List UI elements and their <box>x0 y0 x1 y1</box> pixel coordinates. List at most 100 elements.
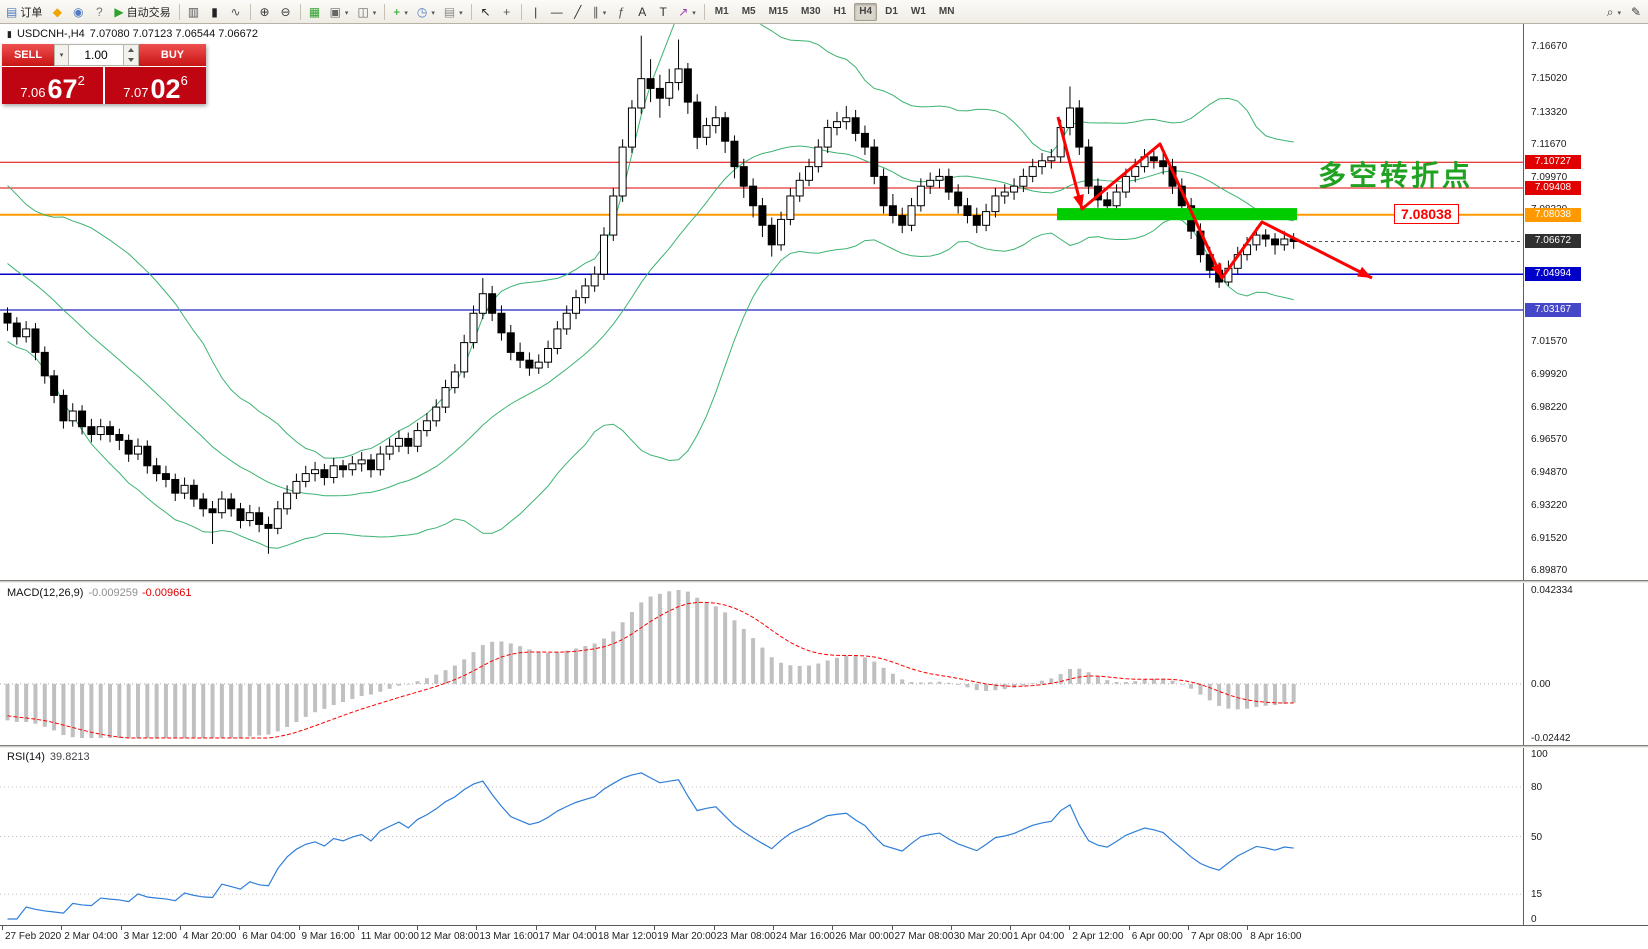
zoom-out-button[interactable]: ⊖ <box>276 2 296 22</box>
candle <box>348 463 357 471</box>
search-button[interactable]: ⌕ <box>1603 2 1625 22</box>
time-axis[interactable]: 27 Feb 2020 2 Mar 04:00 3 Mar 12:00 4 Mar 2… <box>0 925 1648 949</box>
arrange-windows-button[interactable]: ◫ <box>353 2 380 22</box>
buy-button[interactable]: BUY <box>139 44 206 66</box>
rsi-chart[interactable] <box>0 748 1523 925</box>
price-axis-label: 7.13320 <box>1531 106 1568 118</box>
candle <box>12 322 21 338</box>
time-axis-tick <box>1069 926 1071 930</box>
crosshair-button[interactable]: + <box>497 2 517 22</box>
timeframe-h1-button[interactable]: H1 <box>833 6 847 17</box>
price-axis-label: 7.16670 <box>1531 41 1568 52</box>
candle <box>618 146 627 197</box>
rsi-axis-label: 80 <box>1531 782 1543 793</box>
candle <box>227 498 236 510</box>
line-chart-button[interactable]: ∿ <box>226 2 246 22</box>
chart-title: ▮ USDCNH-,H4 7.07080 7.07123 7.06544 7.0… <box>7 28 258 40</box>
trend-arrow-path[interactable] <box>1056 116 1373 280</box>
time-axis-label: 6 Mar 04:00 <box>242 931 296 942</box>
macd-name: MACD(12,26,9) <box>7 587 84 599</box>
tile-windows-button[interactable]: ▦ <box>305 2 325 22</box>
bollinger-middle-band[interactable] <box>7 145 1294 497</box>
candle <box>264 523 273 529</box>
timeframe-w1-button[interactable]: W1 <box>910 6 926 17</box>
candle <box>301 473 310 482</box>
indicators-button[interactable]: + <box>389 2 412 22</box>
help-button[interactable]: ? <box>89 2 109 22</box>
panel-splitter-macd[interactable] <box>0 580 1648 583</box>
sell-button[interactable]: SELL <box>2 44 54 66</box>
timeframe-m5-button[interactable]: M5 <box>741 6 756 17</box>
candle <box>730 140 739 168</box>
zoom-in-icon: ⊕ <box>259 4 270 19</box>
accounts-button[interactable]: ◉ <box>68 2 88 22</box>
price-axis-label: 6.99920 <box>1531 368 1568 380</box>
price-level-label[interactable]: 7.08038 <box>1394 204 1459 224</box>
up-arrow-icon <box>128 48 134 52</box>
candle <box>823 127 832 148</box>
templates-button[interactable]: ▤ <box>440 2 467 22</box>
price-axis-label: 6.89870 <box>1531 565 1568 576</box>
arrange-icon: ◫ <box>357 4 369 19</box>
rsi-axis-label: 100 <box>1531 749 1548 760</box>
candle <box>255 512 264 525</box>
sell-price-button[interactable]: 7.06 67 2 <box>2 67 103 104</box>
candle <box>627 107 636 148</box>
time-axis-label: 7 Apr 08:00 <box>1191 931 1243 942</box>
time-axis-tick <box>772 926 774 930</box>
macd-signal-line <box>7 601 1294 739</box>
price-axis-label: 7.01570 <box>1531 336 1568 348</box>
cascade-windows-button[interactable]: ▣ <box>326 2 353 22</box>
volume-preset-dropdown[interactable] <box>54 44 69 66</box>
timeframe-m30-button[interactable]: M30 <box>801 6 821 17</box>
bar-chart-button[interactable]: ▥ <box>184 2 204 22</box>
volume-down-button[interactable] <box>124 55 138 65</box>
trendline-button[interactable]: ╱ <box>568 2 588 22</box>
bollinger-lower-band[interactable] <box>7 217 1294 549</box>
edit-button[interactable]: ✎ <box>1626 2 1646 22</box>
zoom-in-button[interactable]: ⊕ <box>255 2 275 22</box>
panel-splitter-rsi[interactable] <box>0 745 1648 748</box>
volume-up-button[interactable] <box>124 45 138 55</box>
timeframe-m15-button[interactable]: M15 <box>768 6 789 17</box>
buy-price-button[interactable]: 7.07 02 6 <box>105 67 206 104</box>
time-axis-tick <box>61 926 63 930</box>
timeframe-h4-button[interactable]: H4 <box>854 2 878 21</box>
candle <box>991 195 1000 213</box>
new-order-button[interactable]: ▤ 订单 <box>2 2 46 22</box>
vline-icon: | <box>534 4 538 19</box>
channel-button[interactable]: ∥ <box>589 2 611 22</box>
periods-button[interactable]: ◷ <box>413 2 439 22</box>
candle <box>460 342 469 373</box>
vertical-line-button[interactable]: | <box>526 2 546 22</box>
text-button[interactable]: A <box>632 2 652 22</box>
volume-stepper[interactable] <box>124 44 139 66</box>
rsi-axis-label: 15 <box>1531 889 1543 901</box>
autotrading-button[interactable]: ▶ 自动交易 <box>110 2 174 22</box>
macd-chart[interactable] <box>0 583 1523 745</box>
price-axis-label: 7.11670 <box>1531 138 1567 150</box>
candle <box>954 191 963 207</box>
volume-input[interactable] <box>69 44 124 66</box>
price-chart[interactable] <box>0 24 1523 580</box>
timeframe-d1-button[interactable]: D1 <box>885 6 898 17</box>
shapes-button[interactable]: ↗ <box>674 2 700 22</box>
candle <box>860 132 869 148</box>
horizontal-line-button[interactable]: — <box>547 2 567 22</box>
main-chart-panel[interactable]: ▮ USDCNH-,H4 7.07080 7.07123 7.06544 7.0… <box>0 24 1523 580</box>
label-button[interactable]: T <box>653 2 673 22</box>
metaquotes-button[interactable]: ◆ <box>47 2 67 22</box>
timeframe-mn-button[interactable]: MN <box>938 6 955 17</box>
candlestick-button[interactable]: ▮ <box>205 2 225 22</box>
time-axis-label: 17 Mar 04:00 <box>538 931 598 942</box>
timeframe-m1-button[interactable]: M1 <box>714 6 729 17</box>
candle <box>404 437 413 447</box>
candle <box>1261 234 1270 240</box>
time-axis-label: 9 Mar 16:00 <box>301 931 355 942</box>
turning-point-annotation[interactable]: 多空转折点 <box>1318 160 1474 191</box>
support-zone-rectangle[interactable] <box>1057 208 1297 221</box>
cursor-button[interactable]: ↖ <box>476 2 496 22</box>
time-axis-label: 2 Mar 04:00 <box>64 931 118 942</box>
price-axis[interactable]: 7.166707.150207.133207.116707.099707.083… <box>1523 24 1648 925</box>
fibonacci-button[interactable]: ƒ <box>611 2 631 22</box>
